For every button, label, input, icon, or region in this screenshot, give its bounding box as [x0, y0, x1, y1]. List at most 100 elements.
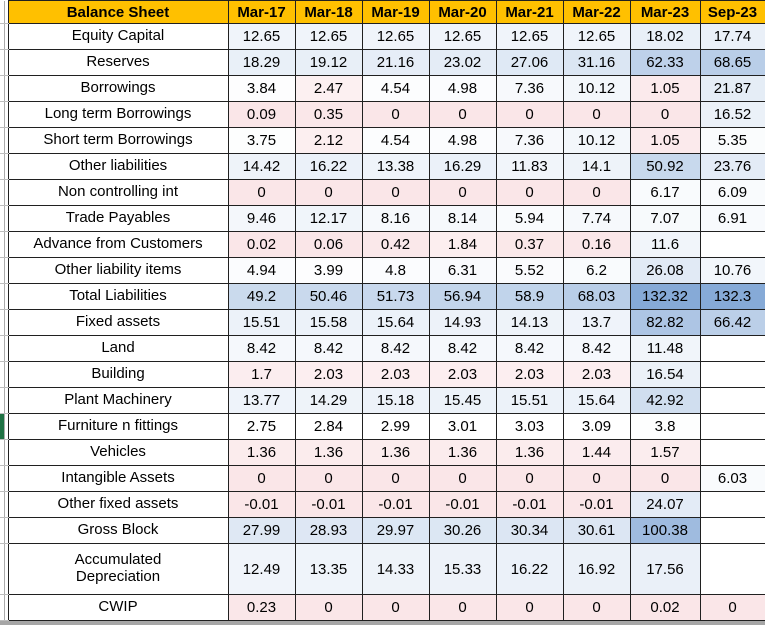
cell-mar-17-row1[interactable]: 18.29 [227, 49, 296, 76]
cell-mar-23-row5[interactable]: 50.92 [629, 153, 701, 180]
cell-mar-21-row20[interactable]: 16.22 [495, 543, 564, 595]
cell-mar-21-row10[interactable]: 58.9 [495, 283, 564, 310]
row-label[interactable]: Long term Borrowings [7, 101, 229, 128]
cell-mar-20-row14[interactable]: 15.45 [428, 387, 497, 414]
cell-mar-18-row19[interactable]: 28.93 [294, 517, 363, 544]
cell-mar-19-row19[interactable]: 29.97 [361, 517, 430, 544]
cell-sep-23-row4[interactable]: 5.35 [699, 127, 765, 154]
cell-mar-18-row9[interactable]: 3.99 [294, 257, 363, 284]
cell-mar-17-row13[interactable]: 1.7 [227, 361, 296, 388]
cell-mar-23-row15[interactable]: 3.8 [629, 413, 701, 440]
cell-mar-22-row20[interactable]: 16.92 [562, 543, 631, 595]
cell-mar-20-row3[interactable]: 0 [428, 101, 497, 128]
cell-mar-22-row1[interactable]: 31.16 [562, 49, 631, 76]
cell-mar-17-row21[interactable]: 0.23 [227, 594, 296, 621]
cell-mar-21-row0[interactable]: 12.65 [495, 23, 564, 50]
row-label[interactable]: Fixed assets [7, 309, 229, 336]
cell-mar-20-row9[interactable]: 6.31 [428, 257, 497, 284]
cell-mar-23-row3[interactable]: 0 [629, 101, 701, 128]
cell-mar-19-row10[interactable]: 51.73 [361, 283, 430, 310]
cell-mar-17-row8[interactable]: 0.02 [227, 231, 296, 258]
cell-mar-18-row7[interactable]: 12.17 [294, 205, 363, 232]
column-header-mar-18[interactable]: Mar-18 [294, 0, 363, 24]
cell-mar-22-row8[interactable]: 0.16 [562, 231, 631, 258]
cell-sep-23-row0[interactable]: 17.74 [699, 23, 765, 50]
cell-mar-22-row19[interactable]: 30.61 [562, 517, 631, 544]
cell-mar-22-row13[interactable]: 2.03 [562, 361, 631, 388]
cell-sep-23-row7[interactable]: 6.91 [699, 205, 765, 232]
cell-mar-18-row5[interactable]: 16.22 [294, 153, 363, 180]
cell-mar-20-row20[interactable]: 15.33 [428, 543, 497, 595]
cell-mar-20-row4[interactable]: 4.98 [428, 127, 497, 154]
cell-mar-23-row21[interactable]: 0.02 [629, 594, 701, 621]
cell-mar-20-row15[interactable]: 3.01 [428, 413, 497, 440]
cell-mar-23-row10[interactable]: 132.32 [629, 283, 701, 310]
cell-mar-23-row19[interactable]: 100.38 [629, 517, 701, 544]
cell-mar-17-row15[interactable]: 2.75 [227, 413, 296, 440]
cell-mar-17-row4[interactable]: 3.75 [227, 127, 296, 154]
cell-mar-18-row10[interactable]: 50.46 [294, 283, 363, 310]
row-label[interactable]: Reserves [7, 49, 229, 76]
cell-mar-20-row16[interactable]: 1.36 [428, 439, 497, 466]
cell-mar-23-row2[interactable]: 1.05 [629, 75, 701, 102]
cell-sep-23-row3[interactable]: 16.52 [699, 101, 765, 128]
cell-mar-23-row17[interactable]: 0 [629, 465, 701, 492]
cell-mar-19-row20[interactable]: 14.33 [361, 543, 430, 595]
cell-mar-19-row1[interactable]: 21.16 [361, 49, 430, 76]
cell-mar-18-row20[interactable]: 13.35 [294, 543, 363, 595]
cell-mar-21-row14[interactable]: 15.51 [495, 387, 564, 414]
row-label[interactable]: CWIP [7, 594, 229, 621]
cell-mar-22-row17[interactable]: 0 [562, 465, 631, 492]
cell-mar-19-row4[interactable]: 4.54 [361, 127, 430, 154]
cell-sep-23-row9[interactable]: 10.76 [699, 257, 765, 284]
cell-mar-18-row8[interactable]: 0.06 [294, 231, 363, 258]
cell-mar-22-row9[interactable]: 6.2 [562, 257, 631, 284]
cell-mar-19-row9[interactable]: 4.8 [361, 257, 430, 284]
cell-mar-21-row5[interactable]: 11.83 [495, 153, 564, 180]
row-label[interactable]: Other liability items [7, 257, 229, 284]
cell-mar-19-row3[interactable]: 0 [361, 101, 430, 128]
row-label[interactable]: Gross Block [7, 517, 229, 544]
cell-mar-18-row0[interactable]: 12.65 [294, 23, 363, 50]
cell-mar-18-row15[interactable]: 2.84 [294, 413, 363, 440]
row-label[interactable]: Land [7, 335, 229, 362]
cell-mar-22-row4[interactable]: 10.12 [562, 127, 631, 154]
cell-mar-21-row21[interactable]: 0 [495, 594, 564, 621]
cell-mar-18-row13[interactable]: 2.03 [294, 361, 363, 388]
cell-mar-22-row10[interactable]: 68.03 [562, 283, 631, 310]
cell-sep-23-row15[interactable] [699, 413, 765, 440]
row-label[interactable]: Plant Machinery [7, 387, 229, 414]
cell-mar-19-row14[interactable]: 15.18 [361, 387, 430, 414]
cell-mar-18-row12[interactable]: 8.42 [294, 335, 363, 362]
cell-mar-23-row8[interactable]: 11.6 [629, 231, 701, 258]
column-header-mar-17[interactable]: Mar-17 [227, 0, 296, 24]
cell-mar-20-row12[interactable]: 8.42 [428, 335, 497, 362]
cell-mar-18-row17[interactable]: 0 [294, 465, 363, 492]
cell-mar-17-row14[interactable]: 13.77 [227, 387, 296, 414]
cell-mar-20-row21[interactable]: 0 [428, 594, 497, 621]
cell-mar-22-row12[interactable]: 8.42 [562, 335, 631, 362]
cell-sep-23-row12[interactable] [699, 335, 765, 362]
cell-mar-23-row12[interactable]: 11.48 [629, 335, 701, 362]
cell-sep-23-row21[interactable]: 0 [699, 594, 765, 621]
cell-sep-23-row18[interactable] [699, 491, 765, 518]
row-label[interactable]: Vehicles [7, 439, 229, 466]
cell-sep-23-row5[interactable]: 23.76 [699, 153, 765, 180]
table-title[interactable]: Balance Sheet [7, 0, 229, 24]
cell-mar-18-row14[interactable]: 14.29 [294, 387, 363, 414]
cell-mar-21-row16[interactable]: 1.36 [495, 439, 564, 466]
cell-mar-22-row3[interactable]: 0 [562, 101, 631, 128]
cell-mar-17-row5[interactable]: 14.42 [227, 153, 296, 180]
row-label[interactable]: Other fixed assets [7, 491, 229, 518]
cell-mar-22-row21[interactable]: 0 [562, 594, 631, 621]
cell-mar-18-row16[interactable]: 1.36 [294, 439, 363, 466]
column-header-mar-19[interactable]: Mar-19 [361, 0, 430, 24]
column-header-mar-22[interactable]: Mar-22 [562, 0, 631, 24]
cell-sep-23-row16[interactable] [699, 439, 765, 466]
cell-sep-23-row20[interactable] [699, 543, 765, 595]
cell-mar-21-row2[interactable]: 7.36 [495, 75, 564, 102]
cell-mar-23-row16[interactable]: 1.57 [629, 439, 701, 466]
cell-mar-20-row19[interactable]: 30.26 [428, 517, 497, 544]
cell-mar-20-row7[interactable]: 8.14 [428, 205, 497, 232]
cell-mar-17-row17[interactable]: 0 [227, 465, 296, 492]
